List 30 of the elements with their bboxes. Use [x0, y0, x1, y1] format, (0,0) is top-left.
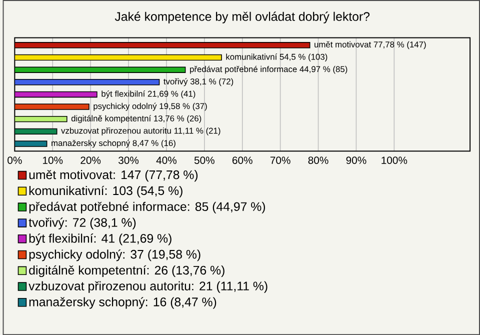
data-label: být flexibilní 21,69 % (41) — [102, 90, 196, 98]
x-tick-label: 100% — [382, 156, 408, 164]
x-tick-label: 60% — [232, 156, 252, 164]
legend-label: být flexibilní: 41 (21,69 %) — [29, 234, 172, 246]
data-label: tvořivý 38,1 % (72) — [164, 78, 234, 86]
legend-label: psychicky odolný: 37 (19,58 %) — [29, 249, 200, 262]
x-tick-label: 90% — [346, 156, 366, 164]
data-label: předávat potřebné informace 44,97 % (85) — [190, 66, 348, 74]
data-label: manažersky schopný 8,47 % (16) — [52, 140, 176, 148]
data-label: komunikativní 54,5 % (103) — [226, 53, 328, 62]
x-tick-label: 20% — [80, 156, 101, 164]
legend-label: digitálně kompetentní: 26 (13,76 %) — [29, 265, 224, 278]
x-tick-label: 40% — [156, 156, 177, 164]
data-label: vzbuzovat přirozenou autoritu 11,11 % (21) — [61, 127, 220, 136]
data-label: digitálně kompetentní 13,76 % (26) — [71, 115, 202, 124]
legend-label: vzbuzovat přirozenou autoritu: 21 (11,11 %) — [28, 281, 268, 293]
x-tick-label: 30% — [118, 156, 139, 164]
x-tick-label: 10% — [43, 156, 63, 164]
x-tick-label: 0% — [8, 156, 22, 164]
legend-label: komunikativní: 103 (54,5 %) — [29, 186, 182, 198]
legend-label: umět motivovat: 147 (77,78 %) — [29, 170, 198, 182]
x-tick-label: 80% — [308, 156, 328, 164]
legend-label: předávat potřebné informace: 85 (44,97 %) — [29, 202, 266, 214]
x-tick-label: 50% — [194, 156, 214, 164]
data-label: psychicky odolný 19,58 % (37) — [94, 102, 207, 111]
data-label: umět motivovat 77,78 % (147) — [314, 41, 426, 50]
x-tick-label: 70% — [270, 156, 290, 164]
legend-label: tvořivý: 72 (38,1 %) — [28, 218, 136, 230]
chart-title: Jaké kompetence by měl ovládat dobrý lektor? — [114, 12, 370, 24]
legend-label: manažersky schopný: 16 (8,47 %) — [29, 297, 216, 309]
